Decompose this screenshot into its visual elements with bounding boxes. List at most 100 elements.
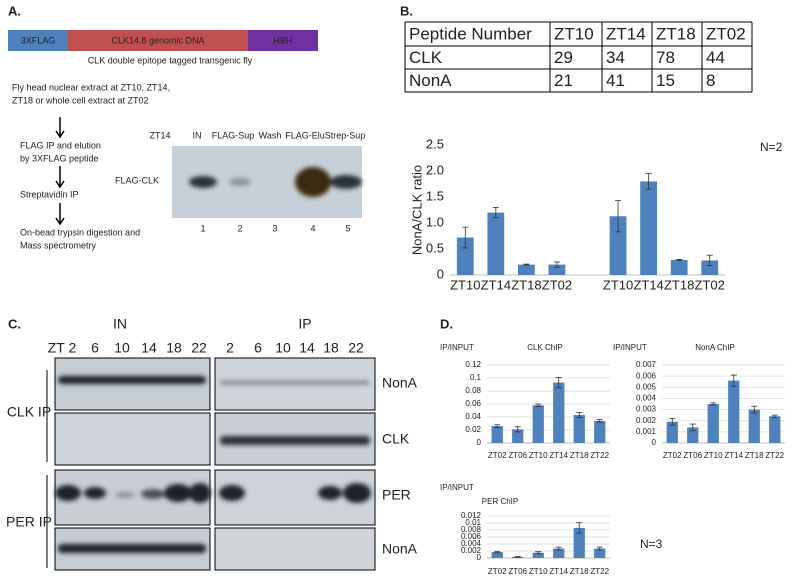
error-bar xyxy=(669,418,676,426)
error-bar xyxy=(645,173,652,190)
row-label: PER xyxy=(382,487,411,503)
table-cell: ZT10 xyxy=(554,24,594,43)
error-bar xyxy=(492,206,499,219)
error-bar xyxy=(523,263,530,266)
x-tick-label: ZT10 xyxy=(450,277,480,292)
bar xyxy=(517,264,535,275)
bar xyxy=(491,552,503,558)
table-cell: 44 xyxy=(706,48,725,67)
table-cell: NonA xyxy=(409,71,452,90)
lane-label: 22 xyxy=(348,340,364,356)
construct-box xyxy=(248,30,318,51)
lane-label: 14 xyxy=(141,340,157,356)
bar xyxy=(553,548,565,558)
bar xyxy=(748,409,760,443)
panel-label: A. xyxy=(8,3,21,18)
y-tick-label: 1.5 xyxy=(426,188,444,203)
y-tick-label: 0.006 xyxy=(636,371,657,380)
table-cell: ZT14 xyxy=(606,24,646,43)
chart-title: PER ChIP xyxy=(482,497,518,506)
error-bar xyxy=(596,419,603,423)
table-cell: Peptide Number xyxy=(409,24,532,43)
y-axis-label: IP/INPUT xyxy=(440,343,474,352)
x-tick-label: ZT22 xyxy=(590,567,609,576)
y-tick-label: 0.012 xyxy=(461,511,482,520)
table-cell: 41 xyxy=(606,71,625,90)
chart-title: NonA ChIP xyxy=(695,343,735,352)
error-bar xyxy=(494,424,501,428)
error-bar xyxy=(596,546,603,551)
y-axis-label: IP/INPUT xyxy=(613,343,647,352)
x-tick-label: ZT10 xyxy=(529,451,548,460)
annotation: N=3 xyxy=(640,537,663,551)
error-bar xyxy=(615,200,622,233)
y-tick-label: 0.006 xyxy=(461,532,482,541)
construct-label: 3XFLAG xyxy=(21,35,56,45)
error-bar xyxy=(553,261,560,268)
annotation: N=2 xyxy=(760,140,783,154)
x-tick-label: ZT10 xyxy=(603,277,633,292)
panel-label: D. xyxy=(440,316,453,331)
error-bar xyxy=(576,412,583,419)
row-label: NonA xyxy=(382,375,418,391)
y-tick-label: 0.002 xyxy=(636,416,657,425)
x-tick-label: ZT02 xyxy=(542,277,572,292)
y-tick-label: 0.04 xyxy=(465,412,481,421)
bar xyxy=(512,429,524,443)
x-tick-label: ZT18 xyxy=(664,277,694,292)
panel-label: B. xyxy=(400,3,413,18)
table-cell: ZT18 xyxy=(656,24,696,43)
x-tick-label: ZT18 xyxy=(570,451,589,460)
lane-label: IN xyxy=(193,130,202,140)
blot-c xyxy=(54,357,376,571)
error-bar xyxy=(494,550,501,554)
lane-number: 3 xyxy=(272,223,277,233)
bar xyxy=(670,259,688,275)
x-tick-label: ZT06 xyxy=(683,451,702,460)
lane-label: 18 xyxy=(323,340,339,356)
bar xyxy=(573,415,585,443)
error-bar xyxy=(514,556,521,558)
error-bar xyxy=(576,522,583,534)
group-label: IP xyxy=(298,316,311,332)
ip-label: CLK IP xyxy=(7,404,51,420)
error-bar xyxy=(676,258,683,261)
y-tick-label: 0.008 xyxy=(461,525,482,534)
panel-label: C. xyxy=(8,316,21,331)
table-cell: CLK xyxy=(409,48,443,67)
error-bar xyxy=(689,423,696,432)
x-tick-label: ZT14 xyxy=(549,567,568,576)
x-tick-label: ZT10 xyxy=(529,567,548,576)
flow-step: FLAG IP and elution xyxy=(20,140,101,150)
flow-step: ZT18 or whole cell extract at ZT02 xyxy=(12,95,149,105)
y-tick-label: 2.0 xyxy=(426,162,444,177)
group-label: IN xyxy=(113,316,127,332)
x-tick-label: ZT18 xyxy=(570,567,589,576)
blot-a xyxy=(172,146,362,218)
bar xyxy=(640,181,658,275)
y-tick-label: 0.06 xyxy=(465,399,481,408)
y-tick-label: 0.007 xyxy=(636,360,657,369)
y-tick-label: 0 xyxy=(477,438,482,447)
y-tick-label: 0.003 xyxy=(636,405,657,414)
x-tick-label: ZT06 xyxy=(508,451,527,460)
x-tick-label: ZT14 xyxy=(549,451,568,460)
y-tick-label: 0.004 xyxy=(636,394,657,403)
table-cell: 78 xyxy=(656,48,675,67)
lane-number: 1 xyxy=(200,223,205,233)
y-tick-label: 0.08 xyxy=(465,386,481,395)
error-bar xyxy=(751,405,758,414)
bar xyxy=(594,548,606,558)
table-cell: 8 xyxy=(706,71,715,90)
error-bar xyxy=(555,546,562,551)
y-tick-label: 0.002 xyxy=(461,546,482,555)
construct-label: CLK14.8 genomic DNA xyxy=(111,35,204,45)
bar xyxy=(491,426,503,443)
construct-label: HBH xyxy=(273,35,292,45)
ip-label: PER IP xyxy=(6,514,52,530)
error-bar xyxy=(462,226,469,249)
bar xyxy=(666,421,678,443)
lane-number: 5 xyxy=(345,223,350,233)
y-tick-label: 1.0 xyxy=(426,214,444,229)
x-tick-label: ZT18 xyxy=(745,451,764,460)
